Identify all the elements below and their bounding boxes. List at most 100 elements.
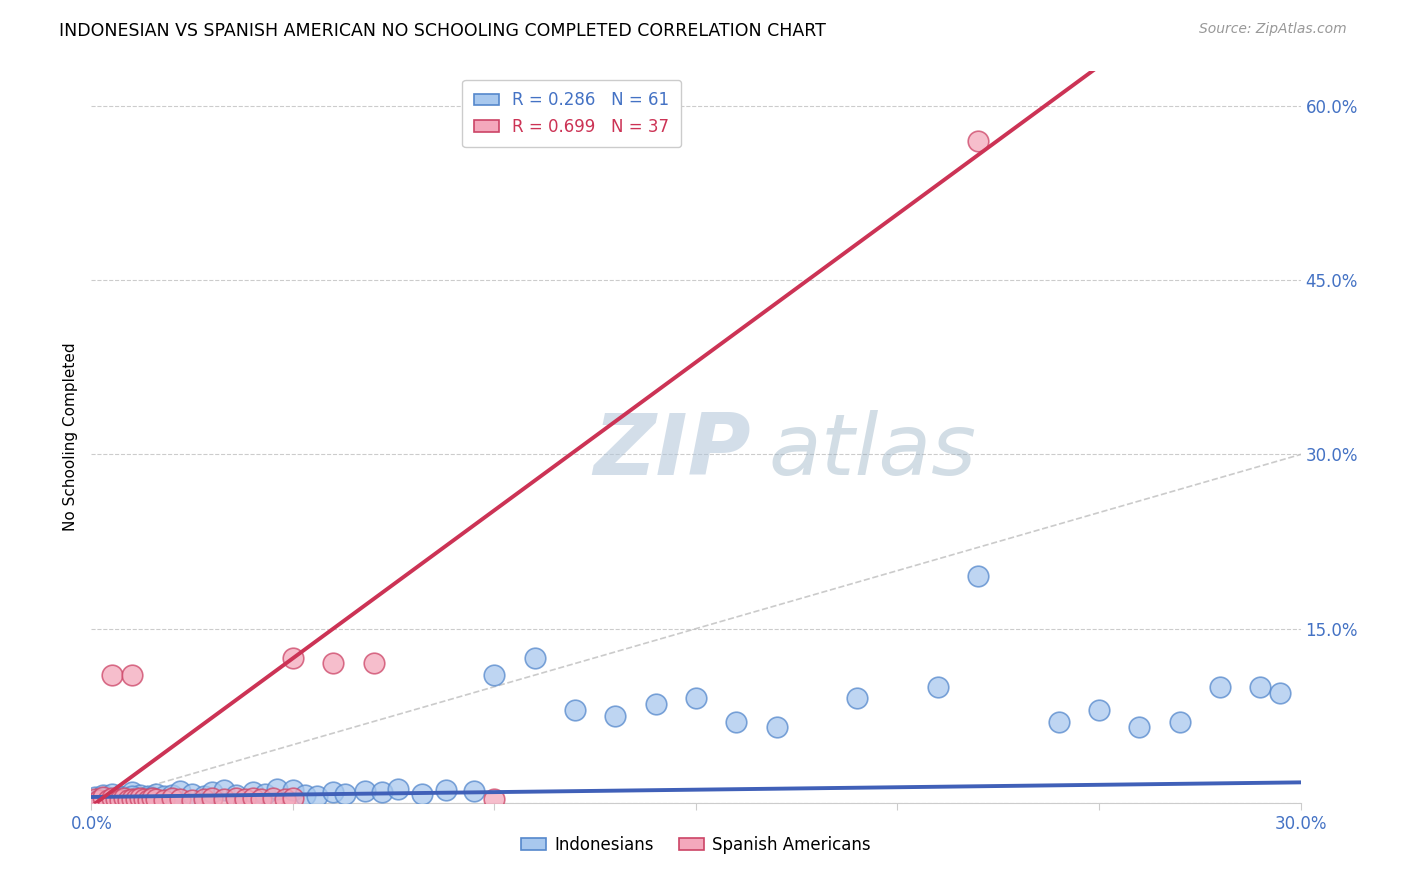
Point <box>242 785 264 799</box>
Point <box>281 791 304 805</box>
Point <box>93 789 115 804</box>
Point <box>153 793 176 807</box>
Point <box>108 789 131 803</box>
Point <box>214 792 236 806</box>
Point <box>281 783 304 797</box>
Point <box>89 792 111 806</box>
Point <box>335 787 357 801</box>
Point <box>121 785 143 799</box>
Point <box>242 791 264 805</box>
Point <box>181 787 204 801</box>
Point <box>725 714 748 729</box>
Point <box>685 691 707 706</box>
Point <box>121 792 143 806</box>
Point <box>160 792 183 806</box>
Point <box>281 650 304 665</box>
Point <box>193 792 215 806</box>
Point <box>484 668 506 682</box>
Point <box>89 793 111 807</box>
Point <box>846 691 869 706</box>
Point <box>93 791 115 805</box>
Point <box>128 788 150 802</box>
Point <box>363 657 385 671</box>
Point <box>253 787 276 801</box>
Point <box>523 650 546 665</box>
Point <box>84 792 107 806</box>
Point <box>169 784 191 798</box>
Point <box>967 569 990 583</box>
Point <box>201 791 224 805</box>
Point <box>132 792 155 806</box>
Point <box>136 789 159 803</box>
Point <box>967 134 990 148</box>
Point <box>411 787 433 801</box>
Point <box>104 792 127 806</box>
Point <box>153 789 176 803</box>
Point <box>132 792 155 806</box>
Point <box>644 697 666 711</box>
Text: atlas: atlas <box>769 410 977 493</box>
Point <box>108 793 131 807</box>
Y-axis label: No Schooling Completed: No Schooling Completed <box>62 343 77 532</box>
Point <box>354 784 377 798</box>
Point <box>93 788 115 802</box>
Point <box>112 789 135 804</box>
Point <box>104 792 127 806</box>
Point <box>145 787 167 801</box>
Point <box>104 793 127 807</box>
Point <box>125 792 148 806</box>
Point <box>121 668 143 682</box>
Point <box>322 657 344 671</box>
Point <box>307 789 329 803</box>
Text: INDONESIAN VS SPANISH AMERICAN NO SCHOOLING COMPLETED CORRELATION CHART: INDONESIAN VS SPANISH AMERICAN NO SCHOOL… <box>59 22 825 40</box>
Point <box>266 781 288 796</box>
Point <box>160 788 183 802</box>
Point <box>564 703 586 717</box>
Point <box>121 789 143 803</box>
Point <box>225 791 247 805</box>
Text: Source: ZipAtlas.com: Source: ZipAtlas.com <box>1199 22 1347 37</box>
Point <box>294 788 316 802</box>
Point <box>141 791 163 805</box>
Legend: Indonesians, Spanish Americans: Indonesians, Spanish Americans <box>515 829 877 860</box>
Point <box>96 793 118 807</box>
Point <box>1168 714 1191 729</box>
Point <box>100 787 122 801</box>
Point <box>141 791 163 805</box>
Point <box>927 680 949 694</box>
Point <box>169 792 191 806</box>
Point <box>117 792 139 806</box>
Point <box>160 791 183 805</box>
Point <box>193 789 215 803</box>
Point <box>1270 685 1292 699</box>
Point <box>117 793 139 807</box>
Point <box>1047 714 1070 729</box>
Point <box>463 784 485 798</box>
Point <box>125 791 148 805</box>
Point <box>128 791 150 805</box>
Point <box>141 789 163 804</box>
Point <box>100 668 122 682</box>
Point <box>225 788 247 802</box>
Point <box>262 791 284 805</box>
Point <box>765 720 787 734</box>
Point <box>1249 680 1271 694</box>
Point <box>96 791 118 805</box>
Point <box>136 793 159 807</box>
Point <box>274 792 297 806</box>
Point <box>100 791 122 805</box>
Point <box>233 792 256 806</box>
Point <box>484 792 506 806</box>
Point <box>605 708 627 723</box>
Point <box>112 791 135 805</box>
Point <box>249 792 271 806</box>
Text: ZIP: ZIP <box>593 410 751 493</box>
Point <box>201 785 224 799</box>
Point <box>370 785 392 799</box>
Point <box>214 783 236 797</box>
Point <box>322 785 344 799</box>
Point <box>1209 680 1232 694</box>
Point <box>181 793 204 807</box>
Point <box>1128 720 1150 734</box>
Point <box>145 792 167 806</box>
